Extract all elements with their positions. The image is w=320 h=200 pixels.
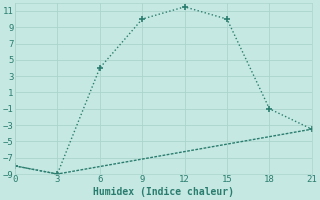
X-axis label: Humidex (Indice chaleur): Humidex (Indice chaleur): [93, 187, 234, 197]
